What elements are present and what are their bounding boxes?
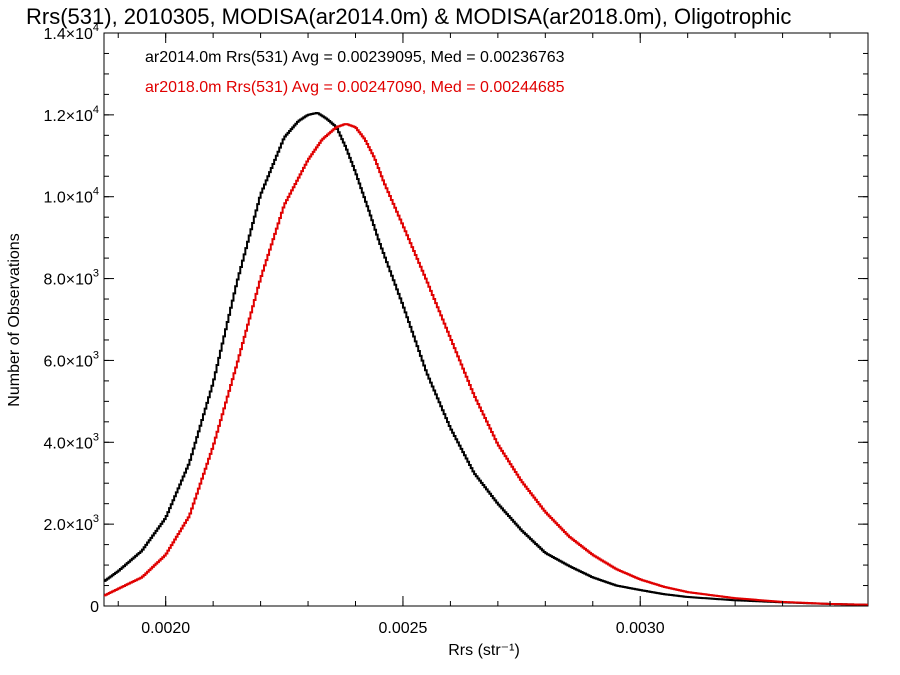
y-tick-label: 1.0×104 bbox=[43, 186, 99, 207]
x-tick-label: 0.0030 bbox=[616, 620, 665, 637]
y-tick-label: 4.0×103 bbox=[43, 431, 99, 452]
series-line-2 bbox=[104, 123, 868, 606]
y-tick-label: 1.2×104 bbox=[43, 104, 99, 125]
axis-layer: 0.0020 0.0025 0.0030 0 2.0×103 4.0×103 6.0×103… bbox=[43, 22, 868, 637]
chart-title: Rrs(531), 2010305, MODISA(ar2014.0m) & M… bbox=[26, 4, 791, 29]
plot-frame bbox=[103, 32, 869, 607]
y-tick-label: 1.4×104 bbox=[43, 22, 99, 43]
legend-entry-1: ar2014.0m Rrs(531) Avg = 0.00239095, Med… bbox=[145, 49, 565, 66]
y-tick-label: 6.0×103 bbox=[43, 349, 99, 370]
y-axis-label: Number of Observations bbox=[6, 233, 23, 406]
y-tick-label: 0 bbox=[90, 599, 99, 616]
x-tick-label: 0.0025 bbox=[378, 620, 427, 637]
legend: ar2014.0m Rrs(531) Avg = 0.00239095, Med… bbox=[145, 49, 565, 96]
legend-entry-2: ar2018.0m Rrs(531) Avg = 0.00247090, Med… bbox=[145, 79, 565, 96]
x-tick-label: 0.0020 bbox=[141, 620, 190, 637]
x-axis-label: Rrs (str⁻¹) bbox=[448, 642, 520, 659]
y-tick-label: 8.0×103 bbox=[43, 268, 99, 289]
series-layer bbox=[104, 111, 868, 606]
y-tick-label: 2.0×103 bbox=[43, 513, 99, 534]
series-line-1 bbox=[104, 111, 868, 606]
